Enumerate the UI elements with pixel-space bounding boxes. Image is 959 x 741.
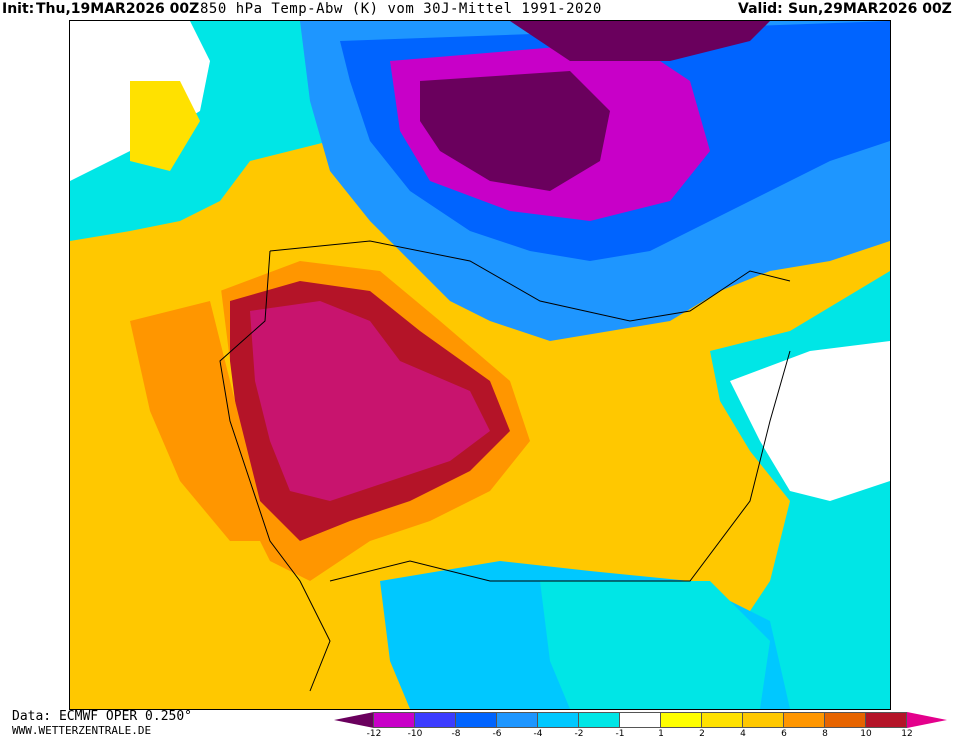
warm-anomaly-pacific-core [130,301,270,541]
colorbar-tick-label: 2 [699,729,705,739]
colorbar-swatch [701,712,743,728]
colorbar-swatches [334,712,947,728]
colorbar-tick-label: 8 [822,729,828,739]
cold-anomaly-center [420,71,610,191]
colorbar-tick-label: -12 [366,729,382,739]
northern-border [269,240,791,322]
init-date: Thu,19MAR2026 00Z [36,1,200,17]
colorbar-labels: -12 -10 -8 -6 -4 -2 -1 1 2 4 6 8 10 12 [334,729,959,741]
colorbar-tick-label: 10 [860,729,872,739]
colorbar-swatch [660,712,702,728]
colorbar-swatch [619,712,661,728]
west-coastline [219,250,331,692]
colorbar-swatch [496,712,538,728]
warm-anomaly-core [250,301,490,501]
colorbar-tick-label: -8 [451,729,461,739]
colorbar-swatch [537,712,579,728]
southern-east-coastline [329,350,791,582]
website-link[interactable]: WWW.WETTERZENTRALE.DE [12,724,152,737]
valid-label: Valid: [738,1,783,17]
colorbar-tick-label: 6 [781,729,787,739]
colorbar-tick-label: 12 [901,729,913,739]
colorbar-tick-label: -6 [492,729,502,739]
colorbar-swatch [373,712,415,728]
colorbar-swatch [414,712,456,728]
data-source: Data: ECMWF OPER 0.250° [12,709,193,724]
colorbar-tick-label: -2 [574,729,584,739]
colorbar-legend: -12 -10 -8 -6 -4 -2 -1 1 2 4 6 8 10 12 [334,712,959,741]
colorbar-swatch [455,712,497,728]
colorbar-tick-label: -10 [407,729,423,739]
map-title: 850 hPa Temp-Abw (K) vom 30J-Mittel 1991… [200,1,602,17]
init-label: Init: [2,1,35,17]
colorbar-swatch [578,712,620,728]
anomaly-field [70,21,890,709]
cold-anomaly-gulf-outer [540,581,770,709]
cold-anomaly-top [510,21,770,61]
colorbar-tick-label: 4 [740,729,746,739]
footer-credits: Data: ECMWF OPER 0.250° WWW.WETTERZENTRA… [12,710,192,738]
colorbar-tick-label: -1 [615,729,625,739]
temperature-anomaly-map [69,20,891,710]
colorbar-swatch [824,712,866,728]
colorbar-arrow-high [907,712,947,728]
map-header: Init: Thu,19MAR2026 00Z 850 hPa Temp-Abw… [0,0,959,20]
colorbar-tick-label: 1 [658,729,664,739]
colorbar-swatch [865,712,907,728]
colorbar-tick-label: -4 [533,729,543,739]
neutral-atlantic [730,341,890,501]
colorbar-arrow-low [334,712,374,728]
warm-patch-northwest [130,81,200,171]
colorbar-swatch [742,712,784,728]
valid-date: Sun,29MAR2026 00Z [788,1,952,17]
colorbar-swatch [783,712,825,728]
